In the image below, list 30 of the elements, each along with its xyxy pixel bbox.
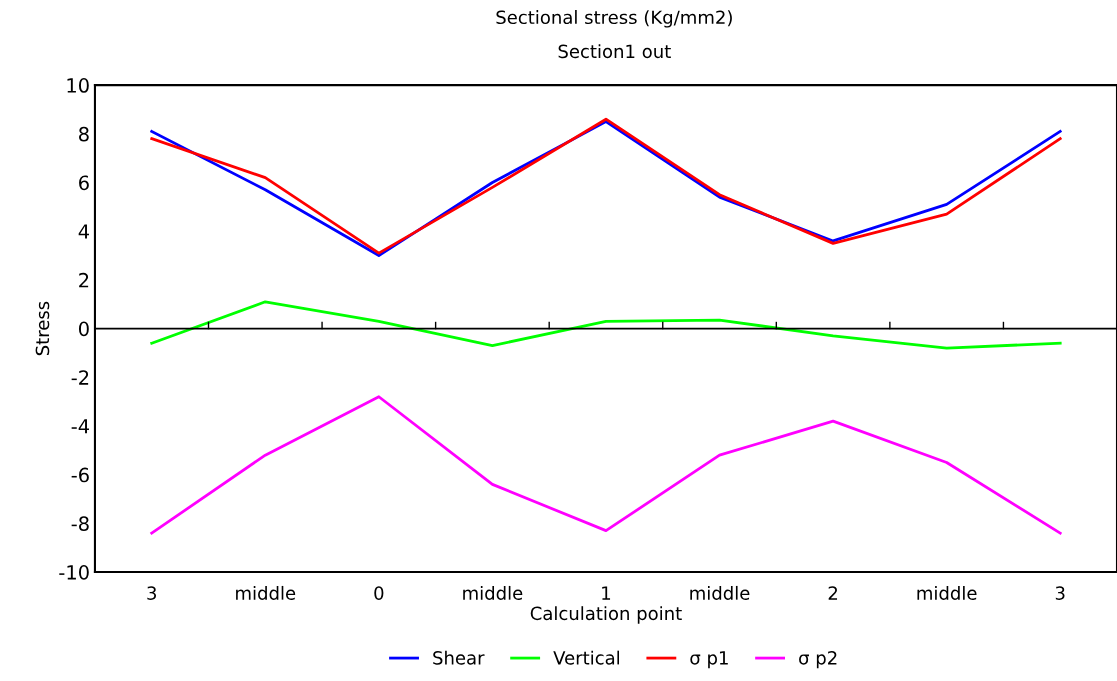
y-tick-label: 6: [79, 175, 89, 191]
y-tick-label: -6: [71, 467, 89, 483]
y-axis-title: Stress: [35, 301, 50, 356]
legend-label: σ p1: [690, 651, 728, 669]
line-series: [150, 395, 1062, 535]
chart-title: Sectional stress (Kg/mm2): [496, 10, 732, 28]
line-series: [150, 300, 1062, 350]
x-tick-label: 3: [1055, 586, 1065, 600]
x-tick-label: 3: [147, 586, 157, 600]
chart-subtitle: Section1 out: [558, 44, 671, 59]
legend-label: Vertical: [553, 650, 620, 665]
y-tick-label: -4: [71, 419, 89, 434]
x-tick-label: 2: [828, 586, 838, 600]
x-tick-label: middle: [236, 585, 296, 600]
x-tick-label: 1: [602, 586, 611, 600]
y-tick-label: 0: [78, 321, 89, 337]
y-tick-label: -2: [71, 370, 89, 385]
legend-label: Shear: [433, 650, 485, 665]
y-tick-label: -10: [59, 565, 89, 580]
x-tick-label: 0: [374, 586, 384, 600]
x-tick-label: middle: [463, 585, 523, 600]
x-axis-title: Calculation point: [530, 606, 682, 624]
legend-label: σ p2: [799, 651, 837, 669]
y-tick-label: 4: [78, 224, 89, 239]
x-tick-label: middle: [690, 585, 750, 600]
x-tick-label: middle: [917, 585, 977, 600]
y-tick-label: -8: [71, 516, 89, 532]
y-tick-label: 8: [79, 126, 89, 142]
y-tick-label: 2: [79, 272, 89, 288]
y-tick-label: 10: [67, 78, 89, 93]
